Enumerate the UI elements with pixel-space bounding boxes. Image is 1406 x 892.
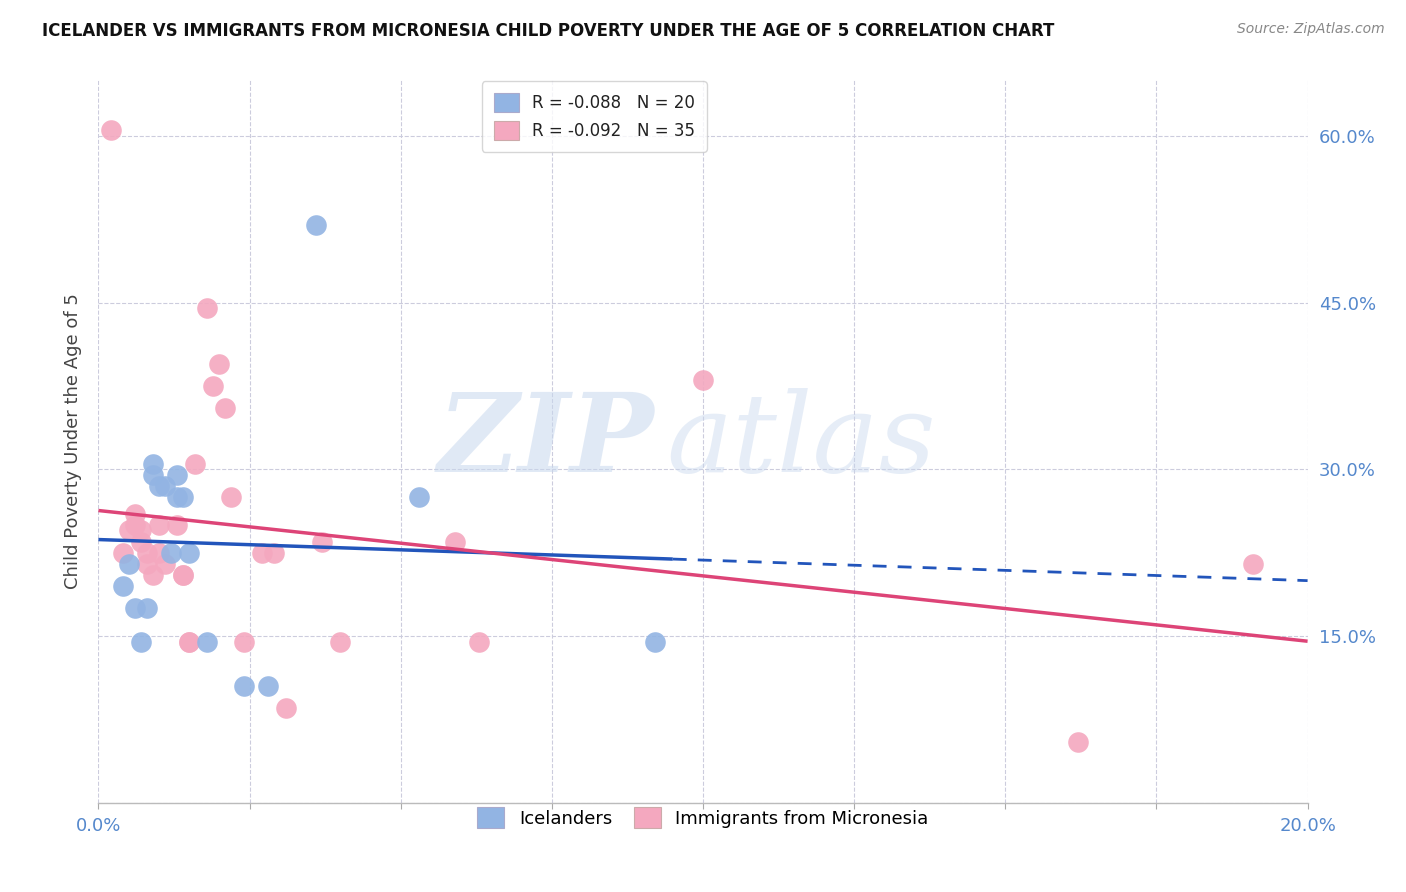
Point [129,634,152,648]
Point [124,601,146,615]
Point [232,634,254,648]
Point [329,634,352,648]
Point [148,517,170,532]
Point [111,546,134,560]
Point [1241,557,1264,571]
Point [408,490,430,504]
Point [166,490,188,504]
Point [135,546,157,560]
Point [124,517,146,532]
Point [305,218,328,232]
Point [179,634,201,648]
Point [142,457,165,471]
Point [221,490,243,504]
Point [444,534,467,549]
Point [644,634,666,648]
Point [172,568,194,582]
Point [142,568,165,582]
Point [1067,734,1090,748]
Text: atlas: atlas [666,388,936,495]
Point [118,524,141,538]
Point [172,490,194,504]
Text: ZIP: ZIP [439,388,655,495]
Point [148,479,170,493]
Point [129,524,152,538]
Point [263,546,285,560]
Point [166,517,188,532]
Point [256,679,278,693]
Text: ICELANDER VS IMMIGRANTS FROM MICRONESIA CHILD POVERTY UNDER THE AGE OF 5 CORRELA: ICELANDER VS IMMIGRANTS FROM MICRONESIA … [42,22,1054,40]
Point [232,679,254,693]
Point [195,634,218,648]
Point [166,467,188,482]
Point [148,546,170,560]
Point [129,534,152,549]
Point [179,634,201,648]
Point [214,401,236,416]
Point [202,379,225,393]
Y-axis label: Child Poverty Under the Age of 5: Child Poverty Under the Age of 5 [65,293,83,590]
Point [250,546,273,560]
Point [153,557,176,571]
Point [153,479,176,493]
Point [111,579,134,593]
Text: Source: ZipAtlas.com: Source: ZipAtlas.com [1237,22,1385,37]
Point [118,557,141,571]
Point [184,457,207,471]
Legend: Icelanders, Immigrants from Micronesia: Icelanders, Immigrants from Micronesia [468,798,938,837]
Point [124,507,146,521]
Point [160,546,183,560]
Point [172,568,194,582]
Point [195,301,218,315]
Point [274,701,297,715]
Point [135,557,157,571]
Point [468,634,491,648]
Point [692,373,714,387]
Point [208,357,231,371]
Point [100,123,122,137]
Point [142,467,165,482]
Point [135,601,157,615]
Point [311,534,333,549]
Point [179,546,201,560]
